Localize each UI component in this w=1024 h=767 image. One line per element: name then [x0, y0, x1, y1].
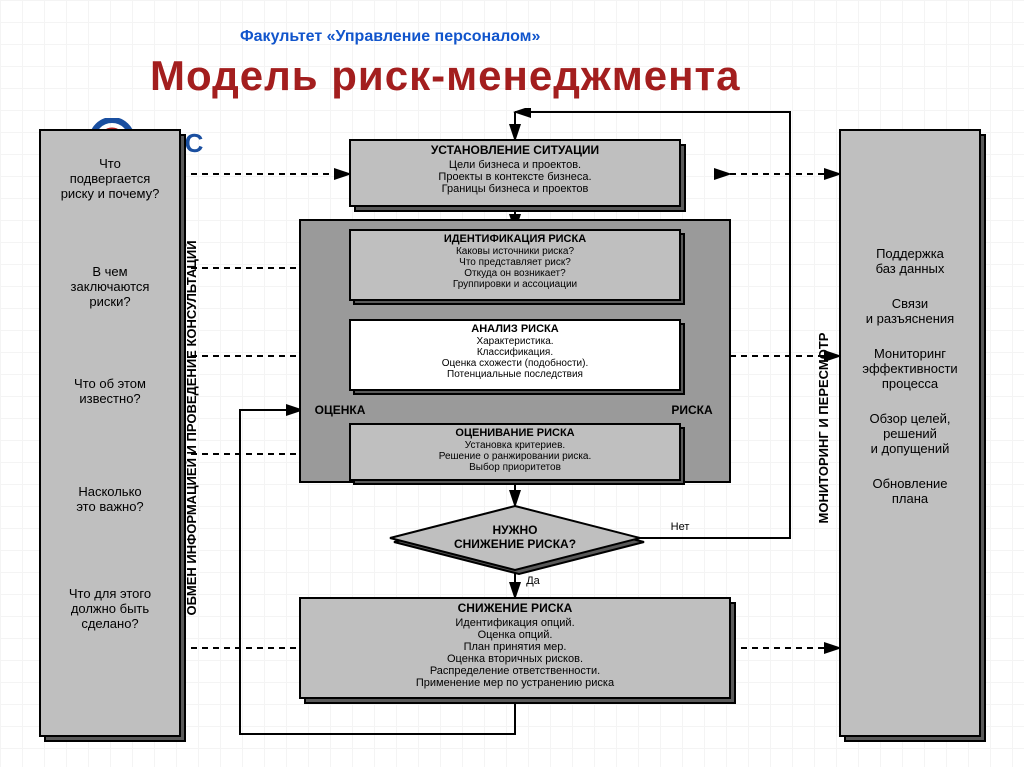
svg-text:Поддержка: Поддержка — [876, 246, 945, 261]
svg-text:Да: Да — [526, 575, 540, 587]
svg-text:Классификация.: Классификация. — [477, 346, 553, 358]
svg-text:Применение мер по устранению р: Применение мер по устранению риска — [416, 677, 615, 689]
svg-text:Оценка схожести (подобности).: Оценка схожести (подобности). — [442, 357, 589, 369]
svg-text:СНИЖЕНИЕ РИСКА: СНИЖЕНИЕ РИСКА — [458, 601, 573, 615]
svg-text:НУЖНО: НУЖНО — [493, 523, 538, 537]
svg-text:УСТАНОВЛЕНИЕ СИТУАЦИИ: УСТАНОВЛЕНИЕ СИТУАЦИИ — [431, 143, 599, 157]
svg-text:решений: решений — [883, 426, 937, 441]
svg-text:баз данных: баз данных — [876, 261, 945, 276]
svg-text:заключаются: заключаются — [71, 279, 150, 294]
svg-text:Что для этого: Что для этого — [69, 586, 151, 601]
svg-text:ОЦЕНКА: ОЦЕНКА — [315, 403, 366, 417]
svg-text:Решение о ранжировании риска.: Решение о ранжировании риска. — [439, 451, 592, 462]
svg-text:Цели бизнеса и проектов.: Цели бизнеса и проектов. — [449, 159, 581, 171]
svg-text:плана: плана — [892, 491, 929, 506]
svg-text:и разъяснения: и разъяснения — [866, 311, 954, 326]
svg-text:СНИЖЕНИЕ РИСКА?: СНИЖЕНИЕ РИСКА? — [454, 537, 576, 551]
svg-text:Проекты в контексте бизнеса.: Проекты в контексте бизнеса. — [438, 171, 591, 183]
svg-text:Обновление: Обновление — [872, 476, 947, 491]
svg-text:Обзор целей,: Обзор целей, — [870, 411, 951, 426]
svg-text:Идентификация опций.: Идентификация опций. — [455, 617, 574, 629]
svg-text:Что: Что — [99, 156, 121, 171]
svg-text:Откуда он возникает?: Откуда он возникает? — [464, 268, 566, 279]
svg-text:Границы бизнеса и проектов: Границы бизнеса и проектов — [442, 183, 589, 195]
svg-text:Насколько: Насколько — [78, 484, 141, 499]
svg-text:Нет: Нет — [671, 521, 690, 533]
svg-text:риски?: риски? — [89, 294, 130, 309]
svg-text:РИСКА: РИСКА — [671, 403, 713, 417]
svg-text:Связи: Связи — [892, 296, 928, 311]
svg-text:Выбор приоритетов: Выбор приоритетов — [469, 461, 561, 473]
svg-text:Потенциальные последствия: Потенциальные последствия — [447, 369, 583, 380]
svg-text:Что об этом: Что об этом — [74, 376, 146, 391]
svg-text:Каковы источники риска?: Каковы источники риска? — [456, 246, 574, 257]
flowchart: Чтоподвергаетсяриску и почему? В чемзаклю… — [30, 108, 1000, 758]
svg-text:Оценка вторичных рисков.: Оценка вторичных рисков. — [447, 653, 583, 665]
svg-text:должно быть: должно быть — [71, 601, 150, 616]
faculty-label: Факультет «Управление персоналом» — [240, 28, 540, 46]
svg-text:сделано?: сделано? — [81, 616, 138, 631]
page-title: Модель риск-менеджмента — [150, 52, 740, 100]
svg-text:известно?: известно? — [79, 391, 140, 406]
left-panel — [40, 130, 180, 736]
svg-text:эффективности: эффективности — [862, 361, 957, 376]
svg-text:Характеристика.: Характеристика. — [476, 336, 553, 347]
svg-text:ОЦЕНИВАНИЕ РИСКА: ОЦЕНИВАНИЕ РИСКА — [455, 427, 574, 439]
svg-text:ИДЕНТИФИКАЦИЯ РИСКА: ИДЕНТИФИКАЦИЯ РИСКА — [444, 233, 586, 245]
svg-text:Мониторинг: Мониторинг — [874, 346, 946, 361]
svg-text:Оценка опций.: Оценка опций. — [478, 629, 553, 641]
right-vert-label: МОНИТОРИНГ И ПЕРЕСМОТР — [816, 332, 831, 523]
svg-text:и допущений: и допущений — [871, 441, 950, 456]
svg-text:Установка критериев.: Установка критериев. — [465, 440, 565, 451]
left-vert-label: ОБМЕН ИНФОРМАЦИЕЙ И ПРОВЕДЕНИЕ КОНСУЛЬТА… — [184, 240, 199, 615]
svg-text:Распределение ответственности.: Распределение ответственности. — [430, 665, 600, 677]
svg-text:риску и почему?: риску и почему? — [61, 186, 160, 201]
svg-text:Что представляет риск?: Что представляет риск? — [459, 257, 571, 268]
svg-text:процесса: процесса — [882, 376, 939, 391]
svg-text:В чем: В чем — [92, 264, 127, 279]
svg-text:Группировки и ассоциации: Группировки и ассоциации — [453, 279, 577, 290]
svg-text:подвергается: подвергается — [70, 171, 151, 186]
svg-text:АНАЛИЗ РИСКА: АНАЛИЗ РИСКА — [471, 323, 558, 335]
svg-text:План принятия мер.: План принятия мер. — [464, 641, 567, 653]
svg-text:это важно?: это важно? — [76, 499, 143, 514]
